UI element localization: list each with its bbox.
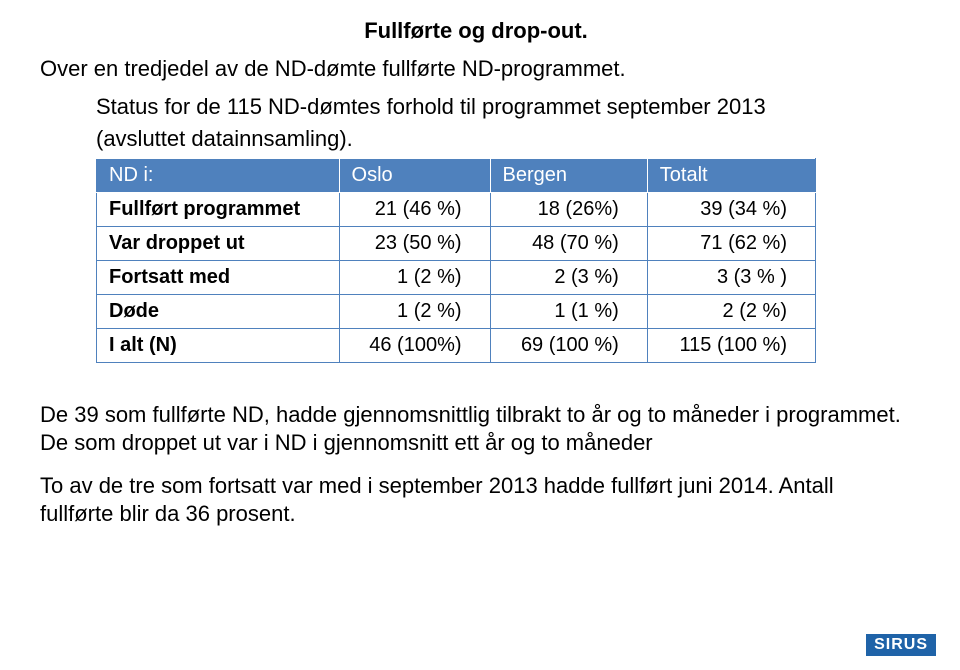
table-row: I alt (N) 46 (100%) 69 (100 %) 115 (100 …: [97, 329, 816, 363]
col-header-0: ND i:: [97, 159, 340, 193]
cell: 115 (100 %): [647, 329, 815, 363]
table-row: Fortsatt med 1 (2 %) 2 (3 %) 3 (3 % ): [97, 261, 816, 295]
page-title: Fullførte og drop-out.: [40, 18, 912, 44]
cell: 48 (70 %): [490, 227, 647, 261]
cell: 69 (100 %): [490, 329, 647, 363]
table-header: ND i: Oslo Bergen Totalt: [97, 159, 816, 193]
row-label: Fullført programmet: [97, 193, 340, 227]
cell: 1 (2 %): [339, 261, 490, 295]
cell: 1 (2 %): [339, 295, 490, 329]
row-label: Fortsatt med: [97, 261, 340, 295]
paragraph-1: De 39 som fullførte ND, hadde gjennomsni…: [40, 401, 912, 456]
cell: 18 (26%): [490, 193, 647, 227]
table-row: Var droppet ut 23 (50 %) 48 (70 %) 71 (6…: [97, 227, 816, 261]
cell: 23 (50 %): [339, 227, 490, 261]
sirus-badge: SIRUS: [866, 634, 936, 656]
cell: 2 (2 %): [647, 295, 815, 329]
col-header-3: Totalt: [647, 159, 815, 193]
slide-page: Fullførte og drop-out. Over en tredjedel…: [0, 0, 960, 670]
cell: 1 (1 %): [490, 295, 647, 329]
table-caption-line1: Status for de 115 ND-dømtes forhold til …: [40, 94, 912, 120]
subtitle-text: Over en tredjedel av de ND-dømte fullfør…: [40, 56, 912, 82]
cell: 39 (34 %): [647, 193, 815, 227]
table-row: Fullført programmet 21 (46 %) 18 (26%) 3…: [97, 193, 816, 227]
table-caption-line2: (avsluttet datainnsamling).: [40, 126, 912, 152]
col-header-1: Oslo: [339, 159, 490, 193]
table-container: ND i: Oslo Bergen Totalt Fullført progra…: [40, 158, 912, 363]
cell: 71 (62 %): [647, 227, 815, 261]
col-header-2: Bergen: [490, 159, 647, 193]
table-header-row: ND i: Oslo Bergen Totalt: [97, 159, 816, 193]
table-body: Fullført programmet 21 (46 %) 18 (26%) 3…: [97, 193, 816, 363]
cell: 46 (100%): [339, 329, 490, 363]
cell: 2 (3 %): [490, 261, 647, 295]
status-table: ND i: Oslo Bergen Totalt Fullført progra…: [96, 158, 816, 363]
row-label: Var droppet ut: [97, 227, 340, 261]
paragraph-2: To av de tre som fortsatt var med i sept…: [40, 472, 912, 527]
row-label: Døde: [97, 295, 340, 329]
cell: 21 (46 %): [339, 193, 490, 227]
cell: 3 (3 % ): [647, 261, 815, 295]
table-row: Døde 1 (2 %) 1 (1 %) 2 (2 %): [97, 295, 816, 329]
row-label: I alt (N): [97, 329, 340, 363]
